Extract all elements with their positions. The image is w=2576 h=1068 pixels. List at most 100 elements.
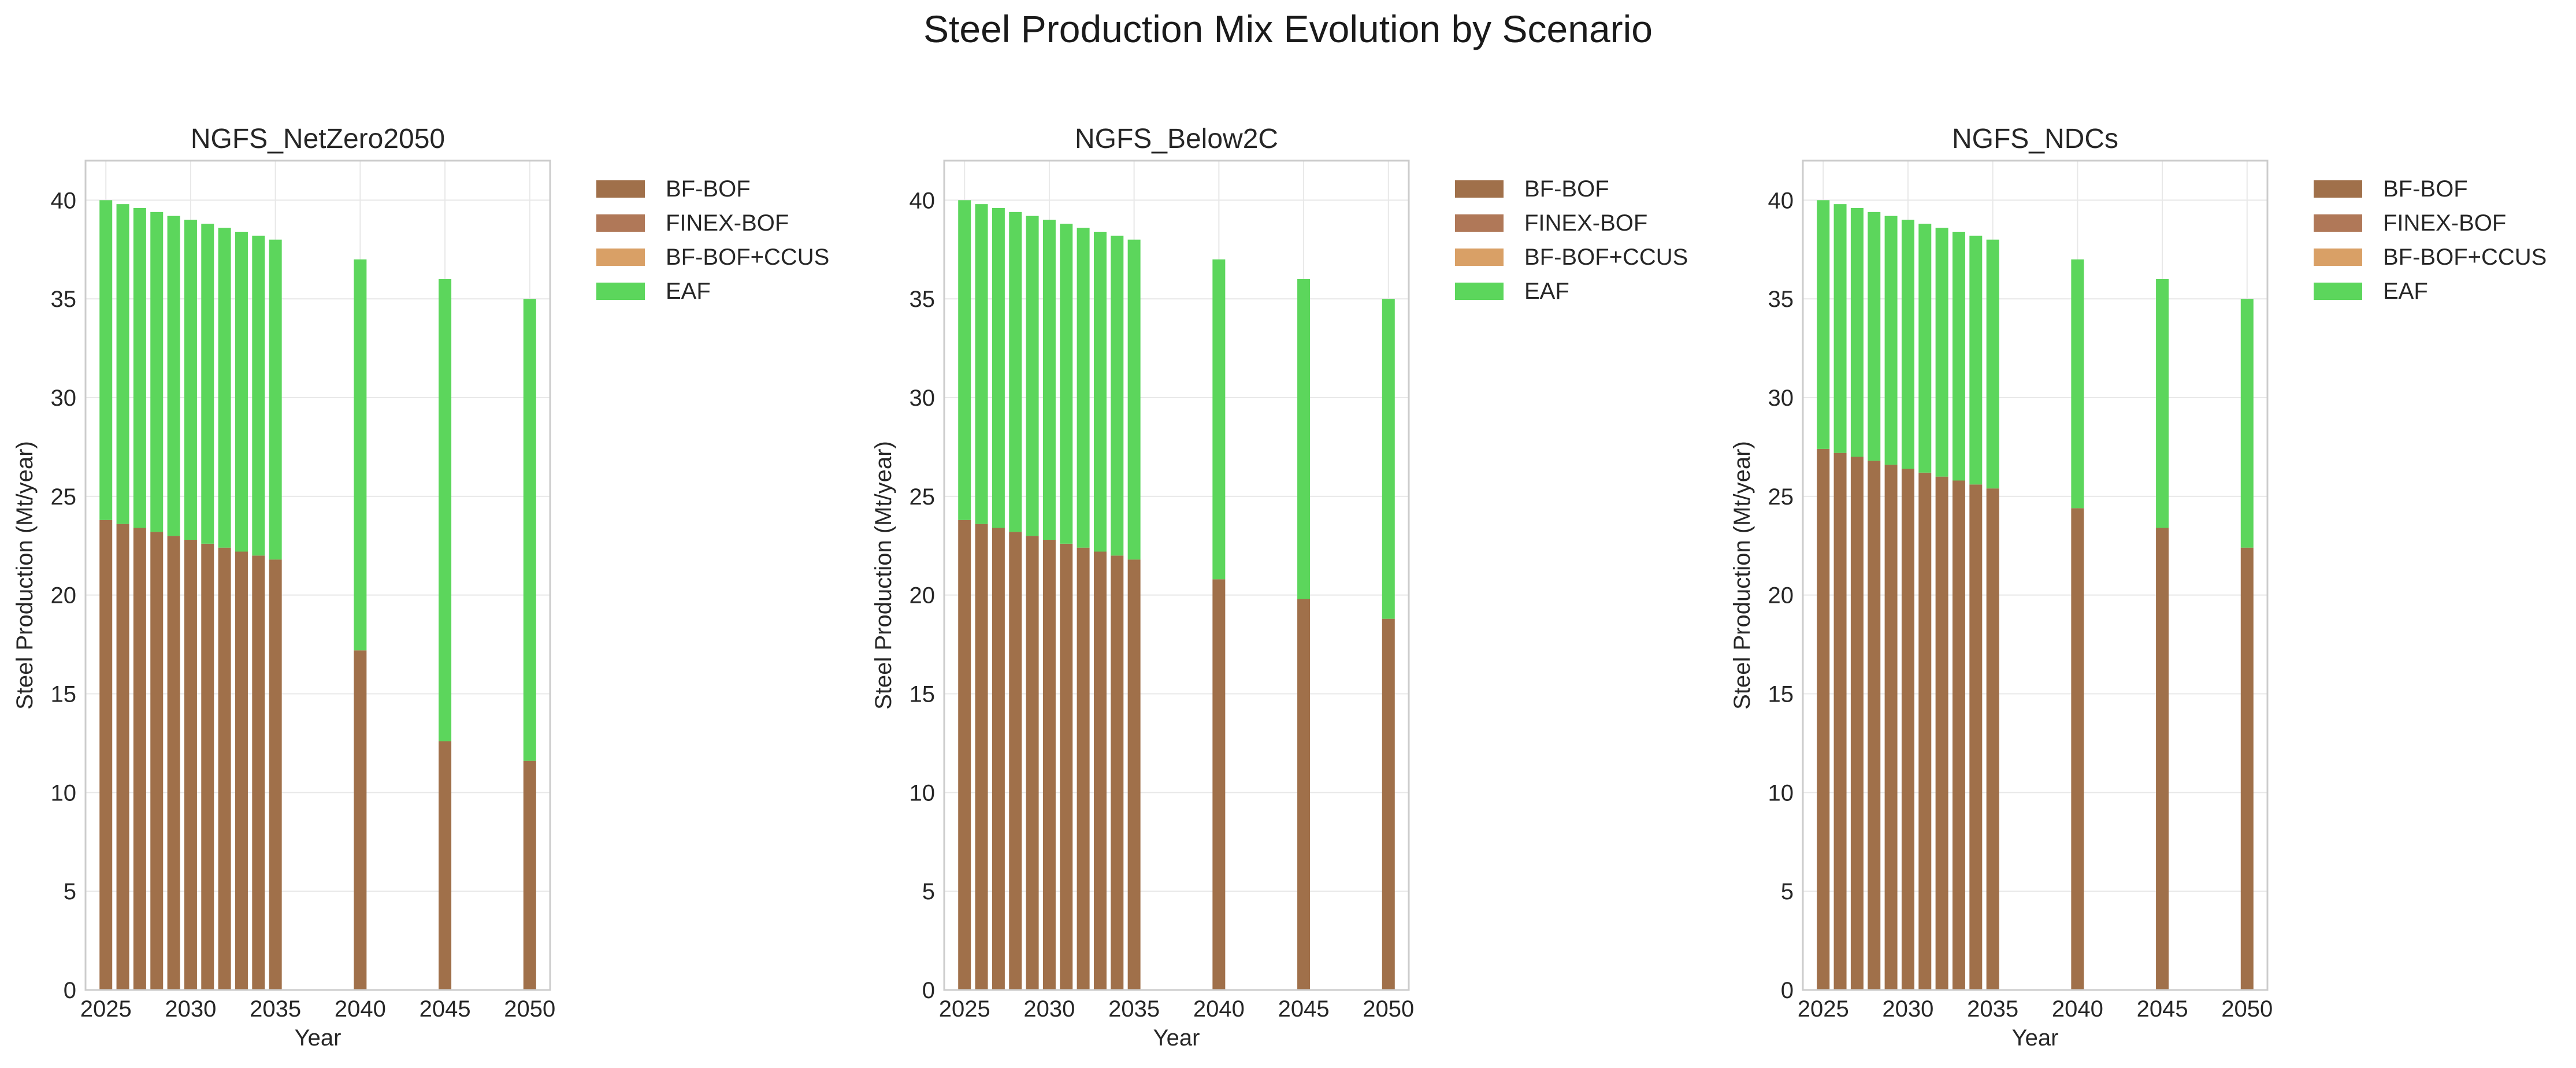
y-tick-label: 10 bbox=[910, 780, 936, 806]
legend-label: BF-BOF bbox=[666, 176, 751, 202]
axes-frame bbox=[84, 160, 551, 991]
bar-bf-bof-2025 bbox=[99, 520, 113, 990]
y-axis-label: Steel Production (Mt/year) bbox=[1729, 441, 1755, 710]
x-tick-label: 2025 bbox=[80, 996, 132, 1022]
legend-label: BF-BOF+CCUS bbox=[1524, 244, 1688, 270]
bar-eaf-2029 bbox=[1884, 216, 1898, 465]
x-tick-label: 2050 bbox=[1363, 996, 1414, 1022]
y-tick-label: 0 bbox=[64, 978, 76, 1003]
legend-swatch bbox=[1455, 283, 1504, 300]
figure-title: Steel Production Mix Evolution by Scenar… bbox=[923, 8, 1653, 50]
legend-label: EAF bbox=[666, 279, 711, 304]
legend-swatch bbox=[596, 180, 645, 198]
bar-bf-bof-2026 bbox=[1833, 453, 1847, 990]
bar-eaf-2045 bbox=[439, 279, 452, 741]
legend-swatch bbox=[2314, 214, 2362, 232]
bar-eaf-2027 bbox=[133, 208, 146, 528]
bar-bf-bof-2027 bbox=[1850, 457, 1864, 990]
bar-eaf-2032 bbox=[218, 228, 231, 548]
x-tick-label: 2030 bbox=[1882, 996, 1933, 1022]
legend-label: FINEX-BOF bbox=[2383, 210, 2506, 236]
subplot-title: NGFS_Below2C bbox=[1075, 124, 1278, 154]
legend-label: FINEX-BOF bbox=[666, 210, 789, 236]
bar-bf-bof-2034 bbox=[252, 555, 265, 990]
x-tick-label: 2035 bbox=[250, 996, 301, 1022]
bar-bf-bof-2035 bbox=[1986, 488, 1999, 990]
y-tick-label: 40 bbox=[910, 188, 936, 213]
legend-swatch bbox=[2314, 249, 2362, 266]
y-tick-label: 10 bbox=[1768, 780, 1794, 806]
x-tick-label: 2035 bbox=[1108, 996, 1160, 1022]
bar-eaf-2025 bbox=[1817, 200, 1830, 449]
y-tick-label: 25 bbox=[1768, 484, 1794, 510]
legend-label: EAF bbox=[2383, 279, 2428, 304]
y-tick-label: 35 bbox=[51, 287, 77, 312]
y-tick-label: 20 bbox=[1768, 583, 1794, 609]
y-tick-label: 30 bbox=[910, 385, 936, 411]
y-tick-label: 25 bbox=[51, 484, 77, 510]
y-tick-label: 40 bbox=[51, 188, 77, 213]
legend-label: BF-BOF bbox=[2383, 176, 2468, 202]
bar-eaf-2030 bbox=[184, 220, 197, 540]
x-tick-label: 2040 bbox=[2052, 996, 2103, 1022]
bar-bf-bof-2029 bbox=[167, 536, 180, 990]
bar-bf-bof-2050 bbox=[1382, 618, 1395, 990]
bar-eaf-2028 bbox=[1009, 212, 1022, 532]
subplot-title: NGFS_NetZero2050 bbox=[191, 124, 445, 154]
x-tick-label: 2040 bbox=[335, 996, 386, 1022]
y-tick-label: 35 bbox=[1768, 287, 1794, 312]
bar-eaf-2031 bbox=[201, 224, 214, 544]
bar-bf-bof-2025 bbox=[1817, 448, 1830, 990]
bar-bf-bof-2032 bbox=[218, 547, 231, 990]
bar-eaf-2045 bbox=[1297, 279, 1311, 599]
legend-label: BF-BOF bbox=[1524, 176, 1609, 202]
x-tick-label: 2050 bbox=[504, 996, 555, 1022]
x-tick-label: 2030 bbox=[1023, 996, 1075, 1022]
bar-eaf-2034 bbox=[252, 235, 265, 556]
bar-bf-bof-2027 bbox=[992, 528, 1005, 990]
bar-bf-bof-2031 bbox=[1060, 543, 1073, 990]
x-tick-label: 2025 bbox=[939, 996, 990, 1022]
legend-label: BF-BOF+CCUS bbox=[2383, 244, 2547, 270]
bar-bf-bof-2028 bbox=[150, 532, 164, 990]
bar-eaf-2028 bbox=[1868, 212, 1881, 461]
bar-bf-bof-2045 bbox=[1297, 599, 1311, 990]
bar-bf-bof-2040 bbox=[354, 650, 367, 990]
x-tick-label: 2050 bbox=[2221, 996, 2273, 1022]
bar-eaf-2031 bbox=[1060, 224, 1073, 544]
legend-swatch bbox=[2314, 180, 2362, 198]
bar-eaf-2026 bbox=[116, 204, 129, 524]
bar-bf-bof-2028 bbox=[1009, 532, 1022, 990]
y-tick-label: 25 bbox=[910, 484, 936, 510]
bar-bf-bof-2031 bbox=[1918, 472, 1932, 990]
y-tick-label: 20 bbox=[910, 583, 936, 609]
bar-eaf-2050 bbox=[2240, 299, 2254, 548]
subplot-title: NGFS_NDCs bbox=[1952, 124, 2118, 154]
bar-bf-bof-2026 bbox=[116, 524, 129, 990]
bar-bf-bof-2035 bbox=[1127, 559, 1141, 990]
bar-bf-bof-2026 bbox=[975, 524, 988, 990]
bar-bf-bof-2045 bbox=[2156, 528, 2169, 990]
x-axis-label: Year bbox=[2012, 1025, 2059, 1051]
bar-bf-bof-2032 bbox=[1077, 547, 1090, 990]
y-tick-label: 5 bbox=[922, 879, 935, 904]
x-tick-label: 2035 bbox=[1967, 996, 2018, 1022]
bar-bf-bof-2027 bbox=[133, 528, 146, 990]
bar-eaf-2026 bbox=[975, 204, 988, 524]
bar-bf-bof-2040 bbox=[2071, 508, 2084, 990]
y-tick-label: 10 bbox=[51, 780, 77, 806]
legend-label: EAF bbox=[1524, 279, 1569, 304]
bar-bf-bof-2040 bbox=[1212, 579, 1226, 990]
bar-eaf-2034 bbox=[1111, 235, 1124, 556]
bar-eaf-2032 bbox=[1077, 228, 1090, 548]
y-tick-label: 30 bbox=[1768, 385, 1794, 411]
bar-bf-bof-2030 bbox=[1901, 469, 1914, 990]
bar-eaf-2029 bbox=[167, 216, 180, 536]
y-tick-label: 20 bbox=[51, 583, 77, 609]
y-tick-label: 35 bbox=[910, 287, 936, 312]
legend-label: BF-BOF+CCUS bbox=[666, 244, 829, 270]
x-tick-label: 2040 bbox=[1193, 996, 1245, 1022]
bar-eaf-2040 bbox=[1212, 259, 1226, 580]
